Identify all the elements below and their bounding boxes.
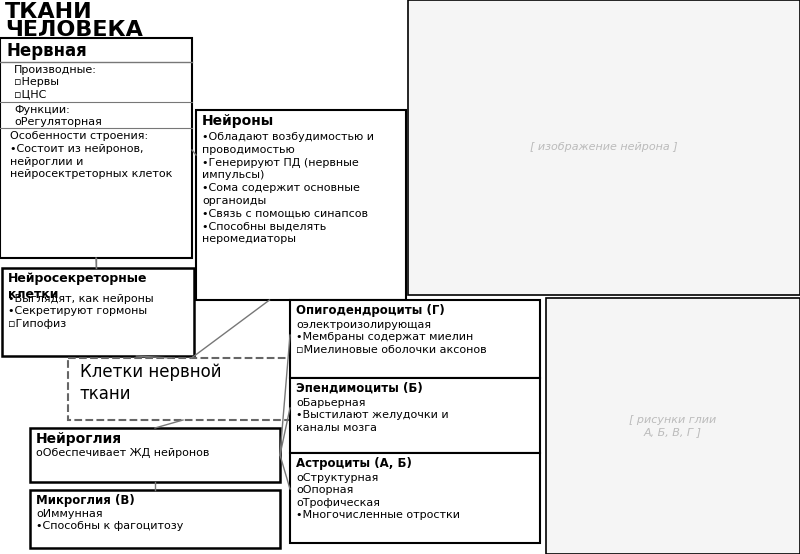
FancyBboxPatch shape	[68, 358, 298, 420]
Text: •Обладают возбудимостью и
проводимостью
•Генерируют ПД (нервные
импульсы)
•Сома : •Обладают возбудимостью и проводимостью …	[202, 132, 374, 244]
Text: Нейроглия: Нейроглия	[36, 432, 122, 446]
Text: [ изображение нейрона ]: [ изображение нейрона ]	[530, 142, 678, 152]
Text: Эпендимоциты (Б): Эпендимоциты (Б)	[296, 382, 422, 395]
Text: Астроциты (А, Б): Астроциты (А, Б)	[296, 457, 412, 470]
FancyBboxPatch shape	[290, 300, 540, 378]
Text: oСтруктурная
oОпорная
oТрофическая
•Многочисленные отростки: oСтруктурная oОпорная oТрофическая •Мног…	[296, 473, 460, 520]
FancyBboxPatch shape	[290, 378, 540, 453]
Text: Производные:
▫Нервы
▫ЦНС: Производные: ▫Нервы ▫ЦНС	[14, 65, 97, 100]
FancyBboxPatch shape	[408, 0, 800, 295]
FancyBboxPatch shape	[30, 490, 280, 548]
Text: ТКАНИ: ТКАНИ	[5, 2, 93, 22]
Text: ЧЕЛОВЕКА: ЧЕЛОВЕКА	[5, 20, 143, 40]
Text: oБарьерная
•Выстилают желудочки и
каналы мозга: oБарьерная •Выстилают желудочки и каналы…	[296, 398, 449, 433]
Text: oОбеспечивает ЖД нейронов: oОбеспечивает ЖД нейронов	[36, 448, 210, 458]
Text: Нервная: Нервная	[6, 42, 86, 60]
Text: Клетки нервной
ткани: Клетки нервной ткани	[80, 363, 222, 403]
FancyBboxPatch shape	[290, 453, 540, 543]
Text: oИммунная
•Способны к фагоцитозу: oИммунная •Способны к фагоцитозу	[36, 509, 183, 531]
FancyBboxPatch shape	[0, 38, 192, 258]
Text: Микроглия (В): Микроглия (В)	[36, 494, 134, 507]
Text: [ рисунки глии
А, Б, В, Г ]: [ рисунки глии А, Б, В, Г ]	[630, 415, 717, 437]
Text: Нейросекреторные
клетки: Нейросекреторные клетки	[8, 272, 147, 301]
Text: oэлектроизолирующая
•Мембраны содержат миелин
▫Миелиновые оболочки аксонов: oэлектроизолирующая •Мембраны содержат м…	[296, 320, 486, 355]
FancyBboxPatch shape	[30, 428, 280, 482]
FancyBboxPatch shape	[546, 298, 800, 554]
Text: Особенности строения:
•Состоит из нейронов,
нейроглии и
нейросектреторных клеток: Особенности строения: •Состоит из нейрон…	[10, 131, 172, 179]
Text: Опигодендроциты (Г): Опигодендроциты (Г)	[296, 304, 445, 317]
Text: •Выглядят, как нейроны
•Секретируют гормоны
▫Гипофиз: •Выглядят, как нейроны •Секретируют горм…	[8, 294, 154, 329]
Text: Нейроны: Нейроны	[202, 114, 274, 128]
FancyBboxPatch shape	[196, 110, 406, 300]
Text: Функции:
oРегуляторная: Функции: oРегуляторная	[14, 105, 102, 127]
FancyBboxPatch shape	[2, 268, 194, 356]
